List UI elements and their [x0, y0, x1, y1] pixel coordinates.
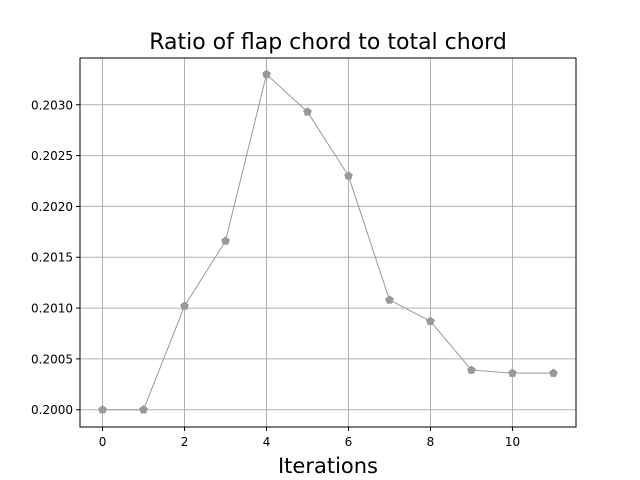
- data-point-marker: [303, 107, 312, 116]
- y-tick-label: 0.2015: [31, 251, 73, 265]
- plot-area-frame: [79, 57, 577, 428]
- y-tick-label: 0.2025: [31, 149, 73, 163]
- data-point-marker: [180, 301, 189, 310]
- x-tick-label: 8: [427, 435, 435, 449]
- x-tick-label: 6: [345, 435, 353, 449]
- data-point-marker: [344, 171, 353, 180]
- data-point-marker: [467, 365, 476, 374]
- series-line: [102, 73, 554, 411]
- y-tick-label: 0.2010: [31, 302, 73, 316]
- y-axis: 0.2000 0.2005 0.2010 0.2015 0.2020 0.2025 0.20…: [31, 98, 80, 417]
- x-tick-label: 10: [505, 435, 520, 449]
- x-tick-label: 2: [181, 435, 189, 449]
- grid: [80, 58, 576, 427]
- y-tick-label: 0.2020: [31, 200, 73, 214]
- data-point-marker: [139, 405, 148, 414]
- data-point-marker: [508, 368, 517, 377]
- x-tick-label: 0: [99, 435, 107, 449]
- data-point-marker: [549, 368, 558, 377]
- data-point-marker: [385, 295, 394, 304]
- y-tick-label: 0.2030: [31, 98, 73, 112]
- series: [98, 69, 558, 414]
- x-tick-label: 4: [263, 435, 271, 449]
- chart-title: Ratio of flap chord to total chord: [149, 30, 507, 55]
- data-point-marker: [98, 405, 107, 414]
- data-point-marker: [221, 236, 230, 245]
- x-axis-label: Iterations: [278, 454, 378, 478]
- data-point-marker: [426, 316, 435, 326]
- x-axis: 0 2 4 6 8 10: [99, 427, 520, 449]
- y-tick-label: 0.2000: [31, 403, 73, 417]
- y-tick-label: 0.2005: [31, 352, 73, 366]
- data-point-marker: [262, 69, 271, 78]
